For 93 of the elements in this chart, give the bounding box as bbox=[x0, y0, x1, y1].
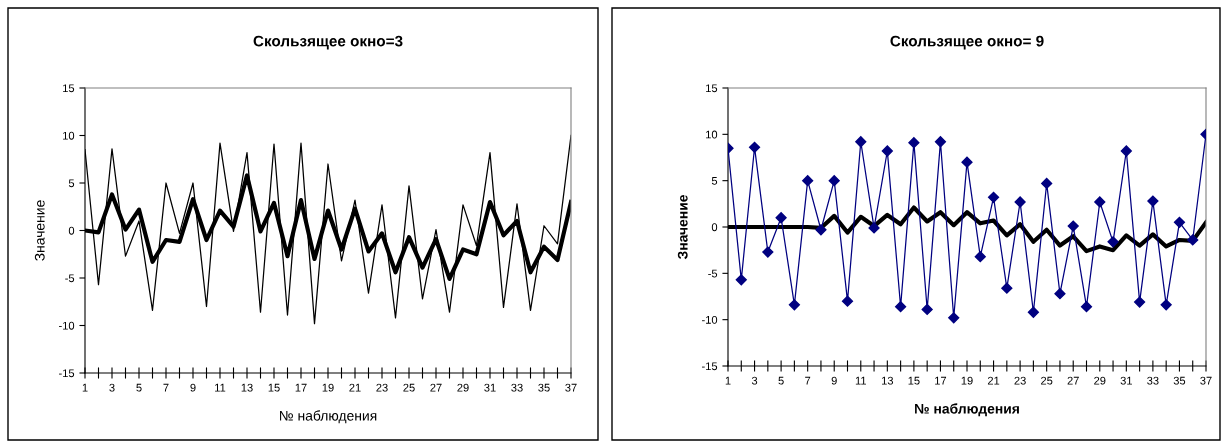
x-tick-label: 33 bbox=[511, 383, 523, 392]
x-tick-label: 11 bbox=[215, 383, 226, 392]
y-tick-label: 10 bbox=[706, 130, 718, 139]
x-tick-label: 21 bbox=[987, 376, 1000, 385]
y-tick-label: 15 bbox=[63, 84, 75, 93]
x-tick-label: 31 bbox=[484, 383, 496, 392]
x-tick-label: 37 bbox=[565, 383, 577, 392]
point bbox=[1067, 220, 1079, 232]
x-axis-title: № наблюдения bbox=[915, 403, 1019, 417]
y-axis-title: Значение bbox=[677, 195, 688, 260]
x-tick-label: 17 bbox=[935, 376, 947, 385]
x-axis-title: № наблюдения bbox=[280, 410, 377, 424]
point bbox=[881, 145, 893, 157]
point bbox=[788, 299, 800, 311]
y-tick-label: 0 bbox=[711, 223, 718, 232]
y-tick-label: -15 bbox=[702, 362, 718, 371]
x-tick-label: 13 bbox=[241, 383, 253, 392]
x-tick-label: 3 bbox=[109, 383, 115, 392]
x-tick-label: 29 bbox=[457, 383, 469, 392]
x-tick-label: 35 bbox=[538, 383, 550, 392]
x-tick-label: 11 bbox=[855, 376, 867, 385]
point bbox=[1147, 195, 1159, 207]
point bbox=[1054, 288, 1066, 300]
x-tick-label: 35 bbox=[1173, 376, 1186, 385]
x-tick-label: 1 bbox=[725, 376, 731, 385]
x-tick-label: 5 bbox=[136, 383, 142, 392]
y-tick-label: 5 bbox=[68, 179, 75, 188]
point bbox=[1173, 216, 1186, 228]
x-tick-label: 21 bbox=[349, 383, 361, 392]
point bbox=[987, 191, 1000, 203]
point bbox=[855, 136, 867, 148]
x-tick-label: 15 bbox=[268, 383, 280, 392]
y-tick-label: -15 bbox=[59, 369, 75, 378]
point bbox=[735, 274, 747, 286]
x-tick-label: 7 bbox=[163, 383, 169, 392]
point bbox=[815, 224, 827, 236]
x-tick-label: 25 bbox=[1041, 376, 1053, 385]
point bbox=[1027, 306, 1039, 318]
chart-title: Скользящее окно=3 bbox=[253, 35, 403, 50]
y-tick-label: -10 bbox=[59, 321, 75, 330]
y-axis-title: Значение bbox=[34, 200, 45, 261]
x-tick-label: 37 bbox=[1200, 376, 1212, 385]
point bbox=[841, 295, 854, 307]
y-tick-label: 15 bbox=[706, 84, 718, 93]
chart-title: Скользящее окно= 9 bbox=[890, 35, 1044, 50]
point bbox=[921, 303, 933, 316]
x-tick-label: 23 bbox=[376, 383, 388, 392]
y-tick-label: 0 bbox=[68, 226, 75, 235]
point bbox=[908, 137, 920, 149]
point bbox=[748, 141, 761, 153]
point bbox=[934, 136, 947, 148]
point bbox=[868, 222, 880, 234]
x-tick-label: 19 bbox=[322, 383, 334, 392]
y-tick-label: -10 bbox=[702, 315, 718, 324]
point bbox=[974, 251, 986, 263]
y-tick-label: 5 bbox=[711, 177, 718, 185]
x-tick-label: 9 bbox=[831, 376, 837, 385]
point bbox=[775, 212, 787, 224]
point bbox=[895, 301, 907, 313]
x-tick-label: 33 bbox=[1147, 376, 1159, 385]
point bbox=[1094, 196, 1106, 208]
x-tick-label: 17 bbox=[295, 383, 307, 392]
point bbox=[1014, 196, 1026, 208]
point bbox=[1107, 236, 1119, 248]
y-tick-label: 10 bbox=[63, 131, 75, 140]
x-tick-label: 7 bbox=[805, 376, 811, 385]
point bbox=[1080, 301, 1093, 313]
x-tick-label: 1 bbox=[82, 383, 88, 392]
x-tick-label: 31 bbox=[1120, 376, 1132, 385]
point bbox=[762, 246, 774, 258]
point bbox=[1120, 145, 1132, 157]
point bbox=[828, 175, 840, 187]
y-tick-label: -5 bbox=[65, 274, 75, 283]
point bbox=[948, 312, 960, 324]
x-tick-label: 13 bbox=[882, 376, 894, 385]
point bbox=[1187, 234, 1199, 246]
x-tick-label: 23 bbox=[1014, 376, 1026, 385]
x-tick-label: 9 bbox=[190, 383, 196, 392]
point bbox=[1160, 299, 1172, 311]
point bbox=[1134, 296, 1146, 308]
x-tick-label: 3 bbox=[751, 376, 758, 385]
x-tick-label: 29 bbox=[1094, 376, 1106, 385]
x-tick-label: 15 bbox=[908, 376, 920, 385]
x-tick-label: 27 bbox=[430, 383, 442, 392]
point bbox=[1001, 282, 1013, 294]
point bbox=[1041, 177, 1053, 190]
point bbox=[961, 156, 973, 168]
x-tick-label: 25 bbox=[403, 383, 415, 392]
x-tick-label: 27 bbox=[1067, 376, 1079, 385]
x-tick-label: 5 bbox=[778, 376, 784, 385]
x-tick-label: 19 bbox=[961, 376, 973, 385]
point bbox=[802, 175, 814, 187]
y-tick-label: -5 bbox=[708, 269, 718, 278]
